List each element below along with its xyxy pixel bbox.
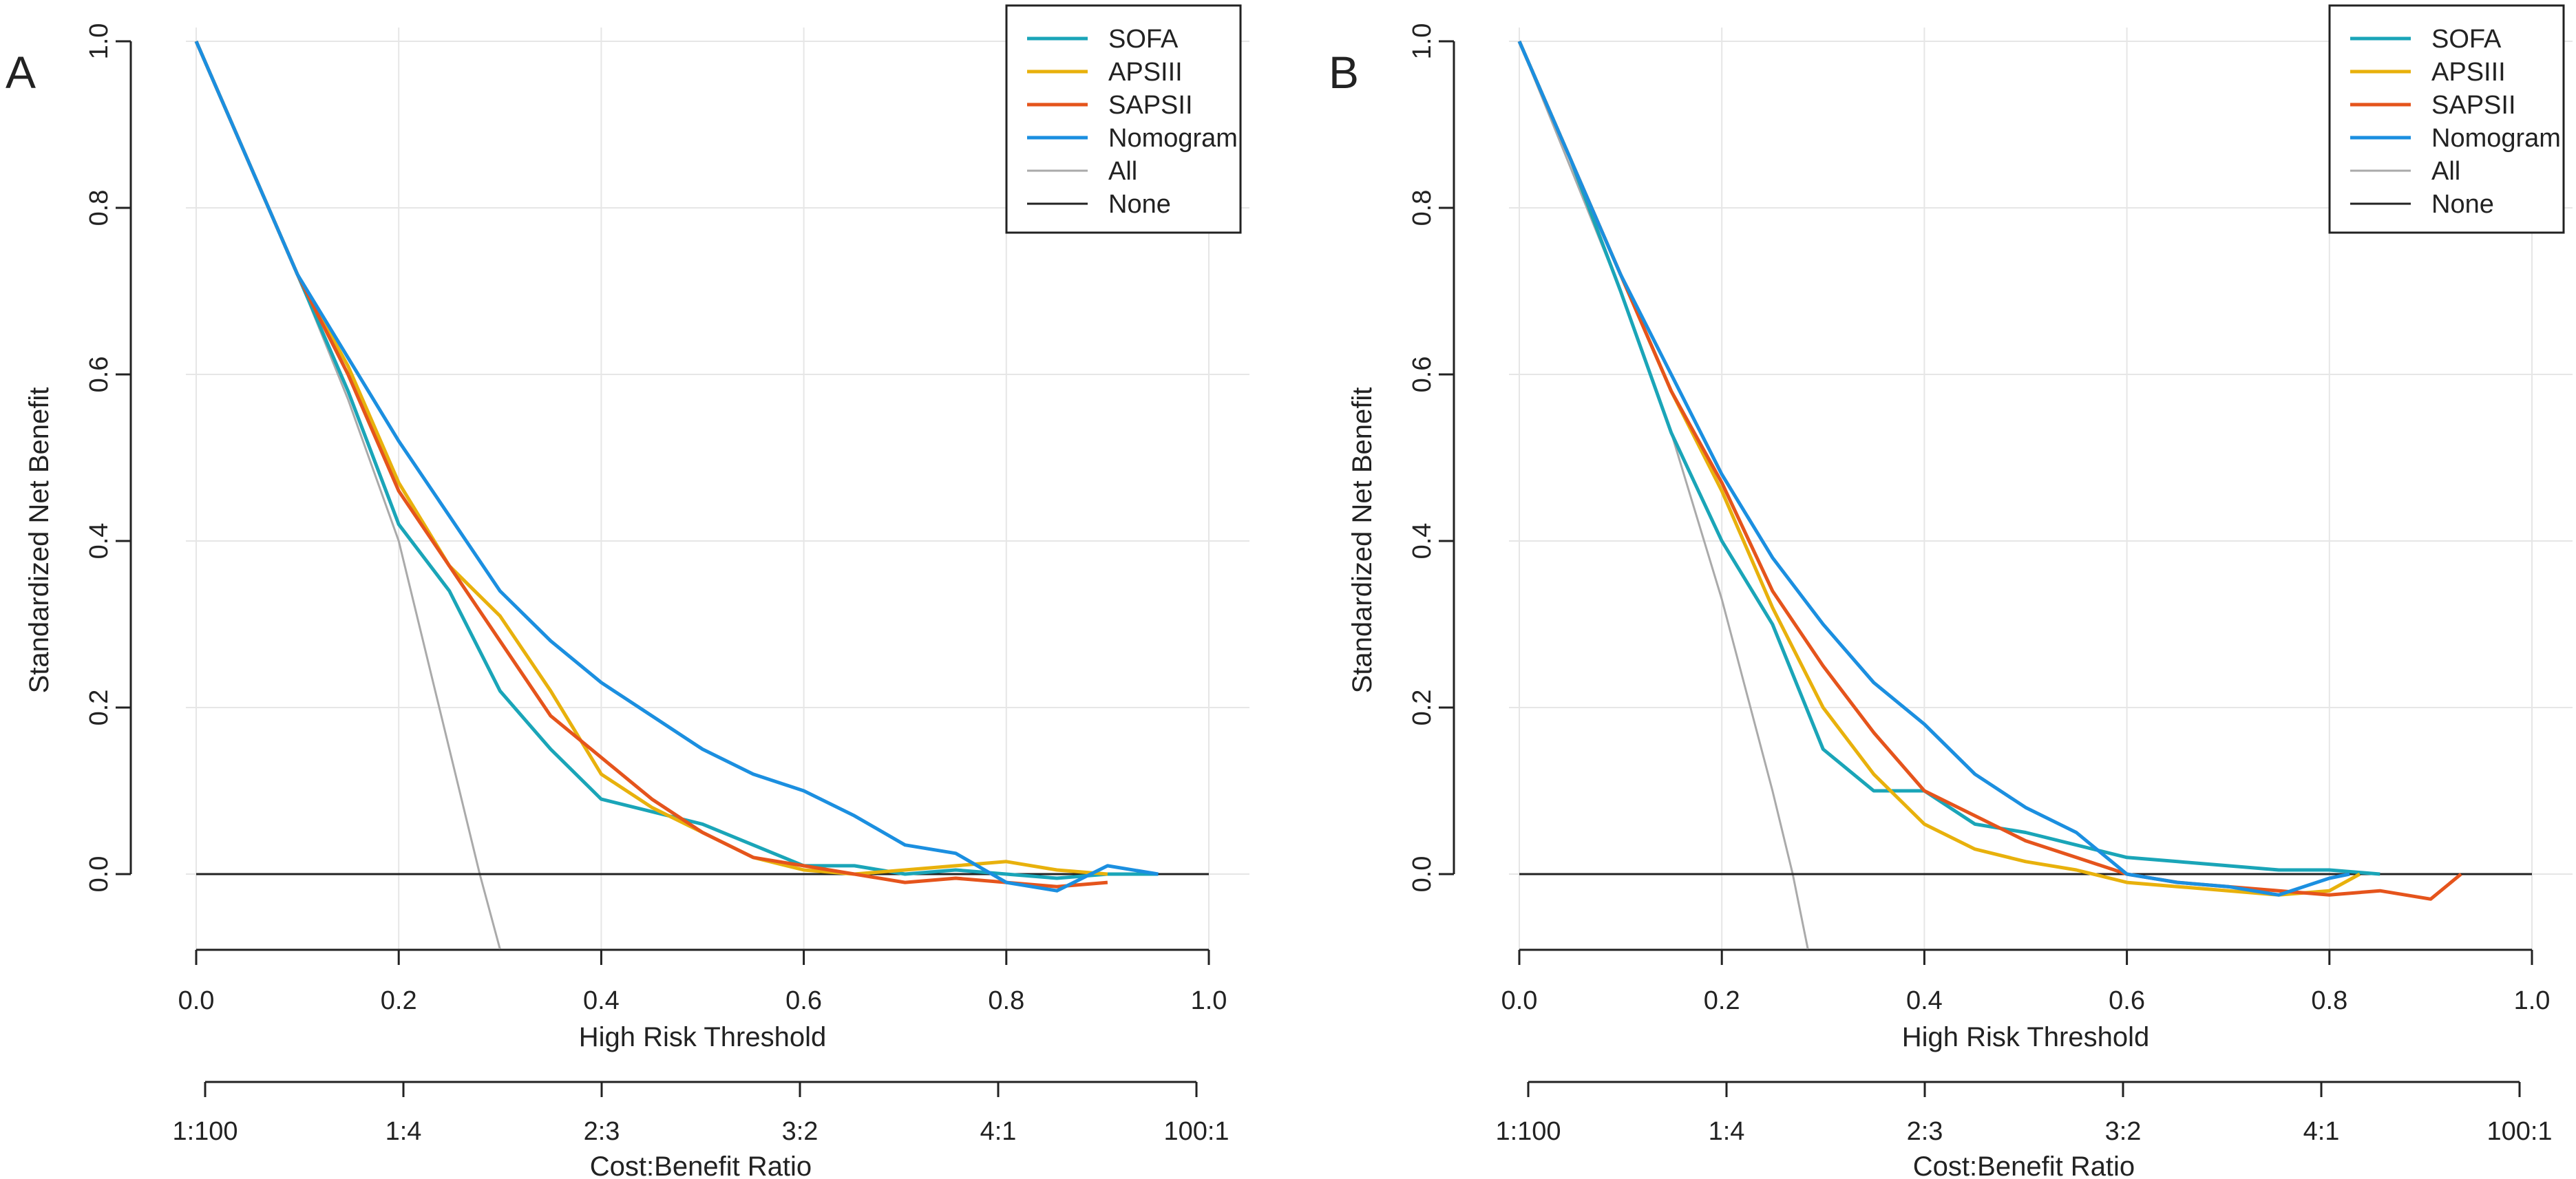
cost-benefit-axis: 1:100 1:4 2:3 3:2 4:1 100:1 Cost:Benefit Ratio [172,1081,1229,1179]
series-group [1517,41,2532,950]
x-tick-label: 0.2 [1704,986,1740,1015]
x-tick-label: 0.0 [178,986,215,1015]
series-line-apsiii [194,41,1108,876]
y-tick-label: 0.2 [85,690,114,726]
cost-benefit-tick-label: 3:2 [2105,1117,2142,1146]
y-tick-label: 0.0 [1408,856,1437,893]
cost-benefit-tick-label: 2:3 [584,1117,620,1146]
legend-label: All [2431,157,2460,186]
series-line-nomogram [1517,41,2350,897]
y-axis-title: Standardized Net Benefit [1347,387,1377,694]
x-tick-label: 0.6 [2109,986,2145,1015]
cost-benefit-tick-label: 1:4 [386,1117,422,1146]
panel-b: 0.0 0.2 0.4 0.6 0.8 1.0 Standardized Net Benef… [1329,4,2573,1179]
y-tick-label: 1.0 [85,23,114,60]
legend-label: SOFA [1108,25,1179,54]
cost-benefit-axis: 1:100 1:4 2:3 3:2 4:1 100:1 Cost:Benefit Ratio [1495,1081,2553,1179]
series-line-sapsii [194,41,1108,889]
cost-benefit-tick-label: 1:100 [172,1117,237,1146]
x-tick-label: 1.0 [2514,986,2551,1015]
y-axis: 0.0 0.2 0.4 0.6 0.8 1.0 Standardized Net Benef… [1347,23,1455,893]
series-line-apsiii [1517,41,2361,897]
y-tick-label: 0.4 [85,523,114,560]
y-axis-title: Standardized Net Benefit [24,387,54,694]
x-axis: 0.0 0.2 0.4 0.6 0.8 1.0 High Risk Threshold [178,948,1227,1052]
legend: SOFA APSIII SAPSII Nomogram All None [1005,4,1242,234]
series-line-sapsii [1517,41,2462,901]
series-line-sofa [194,41,1159,880]
series-line-all [195,41,501,950]
panel-label: B [1329,47,1359,98]
cost-benefit-tick-label: 100:1 [1163,1117,1229,1146]
cost-benefit-tick-label: 1:4 [1709,1117,1745,1146]
y-tick-label: 1.0 [1408,23,1437,60]
legend-label: None [2431,190,2494,219]
series-line-sofa [1517,41,2380,876]
legend-box [1005,4,1242,234]
x-tick-label: 0.2 [381,986,417,1015]
y-tick-label: 0.8 [1408,190,1437,226]
legend-label: None [1108,190,1171,219]
series-line-all [1518,41,1809,950]
legend-label: Nomogram [2431,124,2561,153]
y-tick-label: 0.6 [85,357,114,393]
x-tick-label: 0.6 [785,986,822,1015]
x-tick-label: 0.0 [1501,986,1538,1015]
x-axis: 0.0 0.2 0.4 0.6 0.8 1.0 High Risk Threshold [1501,948,2551,1052]
cost-benefit-tick-label: 4:1 [980,1117,1017,1146]
x-tick-label: 0.8 [2311,986,2347,1015]
legend-label: All [1108,157,1137,186]
cost-benefit-tick-label: 2:3 [1907,1117,1943,1146]
x-tick-label: 0.4 [583,986,620,1015]
cost-benefit-tick-label: 4:1 [2303,1117,2340,1146]
legend-label: APSIII [2431,58,2506,87]
panel-a: 0.0 0.2 0.4 0.6 0.8 1.0 Standardized Net Benef… [6,4,1249,1179]
cost-benefit-tick-label: 1:100 [1495,1117,1561,1146]
cost-benefit-tick-label: 3:2 [782,1117,819,1146]
series-line-nomogram [194,41,1159,893]
x-tick-label: 1.0 [1191,986,1227,1015]
legend-label: SAPSII [1108,91,1193,120]
legend: SOFA APSIII SAPSII Nomogram All None [2328,4,2565,234]
y-tick-label: 0.2 [1408,690,1437,726]
series-group [194,41,1209,950]
legend-label: SAPSII [2431,91,2516,120]
x-tick-label: 0.8 [988,986,1024,1015]
x-tick-label: 0.4 [1906,986,1943,1015]
legend-label: Nomogram [1108,124,1238,153]
y-tick-label: 0.4 [1408,523,1437,560]
cost-benefit-axis-title: Cost:Benefit Ratio [590,1151,812,1179]
x-axis-title: High Risk Threshold [1902,1022,2149,1052]
cost-benefit-tick-label: 100:1 [2487,1117,2552,1146]
x-axis-title: High Risk Threshold [579,1022,826,1052]
legend-box [2328,4,2565,234]
y-tick-label: 0.8 [85,190,114,226]
y-axis: 0.0 0.2 0.4 0.6 0.8 1.0 Standardized Net Benef… [24,23,132,893]
legend-label: SOFA [2431,25,2502,54]
y-tick-label: 0.6 [1408,357,1437,393]
panel-label: A [6,47,36,98]
legend-label: APSIII [1108,58,1183,87]
y-tick-label: 0.0 [85,856,114,893]
cost-benefit-axis-title: Cost:Benefit Ratio [1913,1151,2135,1179]
